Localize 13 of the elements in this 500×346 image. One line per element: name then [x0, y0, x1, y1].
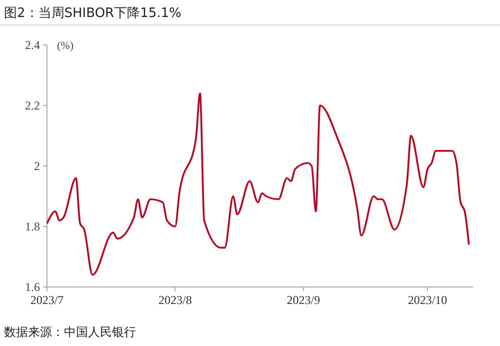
y-tick-label: 1.8	[25, 220, 40, 234]
y-tick-label: 2.2	[25, 98, 40, 113]
chart-title: 图2：当周SHIBOR下降15.1%	[4, 6, 182, 21]
y-tick-label: 1.6	[25, 280, 40, 294]
y-axis-title: (%)	[57, 40, 74, 52]
source-note: 数据来源：中国人民银行	[4, 325, 136, 339]
x-tick-label: 2023/8	[158, 293, 192, 307]
x-tick-label: 2023/7	[30, 293, 64, 307]
x-tick-label: 2023/10	[408, 293, 448, 307]
y-tick-label: 2.4	[25, 38, 40, 52]
x-tick-label: 2023/9	[286, 293, 320, 307]
line-series	[46, 92, 470, 276]
y-tick-label: 2	[34, 159, 40, 174]
